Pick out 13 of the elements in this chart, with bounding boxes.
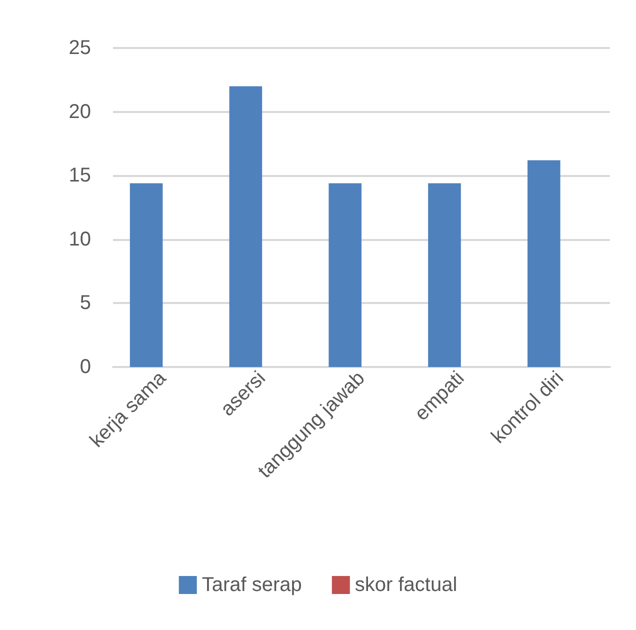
y-tick-label: 15 <box>68 164 91 187</box>
bar <box>130 183 163 367</box>
y-tick-label: 25 <box>68 37 91 59</box>
legend-label: skor factual <box>354 574 458 596</box>
bar <box>229 86 262 367</box>
legend-label: Taraf serap <box>202 574 302 596</box>
bar <box>428 183 461 367</box>
y-tick-label: 10 <box>68 228 91 250</box>
y-tick-label: 0 <box>80 356 91 378</box>
y-tick-label: 20 <box>68 100 91 123</box>
bar <box>328 183 362 367</box>
y-tick-label: 5 <box>80 292 91 314</box>
bar <box>528 160 560 367</box>
